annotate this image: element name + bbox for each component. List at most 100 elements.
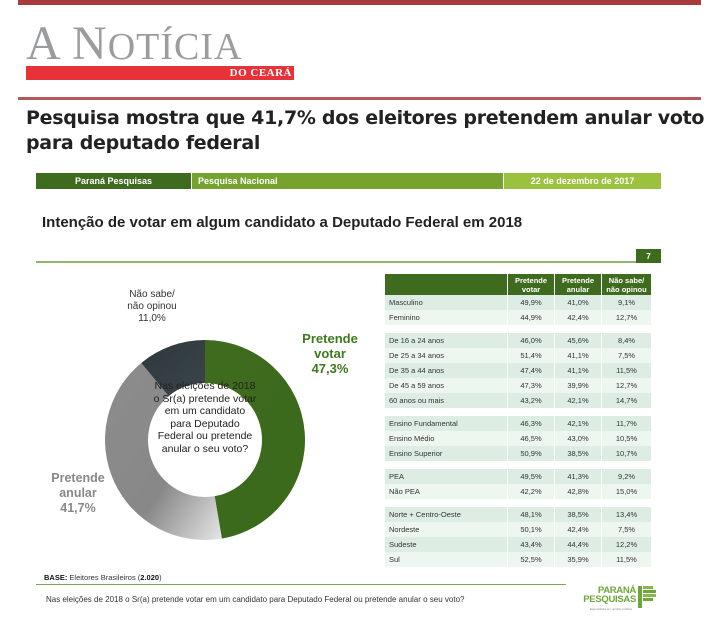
cell-votar: 46,5% <box>507 431 554 446</box>
pp-logo-text: PARANÁ PESQUISAS <box>582 585 636 605</box>
table-header-votar: Pretende votar <box>507 274 554 295</box>
label-nao-sabe-value: 11,0% <box>138 313 166 324</box>
label-votar-line1: Pretende <box>302 331 358 346</box>
cell-votar: 47,3% <box>507 378 554 393</box>
article-headline: Pesquisa mostra que 41,7% dos eleitores … <box>26 107 705 154</box>
cell-anular: 35,9% <box>554 552 601 567</box>
base-label: BASE: <box>44 573 68 582</box>
spacer-cell <box>385 461 651 469</box>
logo-red-bar <box>26 66 294 80</box>
table-group-spacer <box>385 499 651 507</box>
cell-anular: 42,4% <box>554 310 601 325</box>
donut-center-question: Nas eleições de 2018 o Sr(a) pretende vo… <box>153 380 257 455</box>
row-label: De 35 a 44 anos <box>385 363 507 378</box>
cell-nao-sabe: 14,7% <box>601 393 651 408</box>
cell-votar: 42,2% <box>507 484 554 499</box>
table-header-anular: Pretende anular <box>554 274 601 295</box>
logo-title: A NOTÍCIA <box>26 17 243 70</box>
base-text: Eleitores Brasileiros ( <box>67 573 141 582</box>
cell-anular: 41,0% <box>554 295 601 310</box>
crosstab-table: Pretende votar Pretende anular Não sabe/… <box>385 274 651 567</box>
table-group-spacer <box>385 461 651 469</box>
cell-votar: 43,4% <box>507 537 554 552</box>
logo-subtitle: do Ceará <box>229 67 292 79</box>
slide-page-number: 7 <box>636 249 661 263</box>
cell-nao-sabe: 11,7% <box>601 416 651 431</box>
base-close: ) <box>159 573 162 582</box>
table-row: Ensino Superior 50,9% 38,5% 10,7% <box>385 446 651 461</box>
cell-votar: 44,9% <box>507 310 554 325</box>
row-label: De 45 a 59 anos <box>385 378 507 393</box>
table-row: Feminino 44,9% 42,4% 12,7% <box>385 310 651 325</box>
row-label: Ensino Superior <box>385 446 507 461</box>
label-pretende-votar: Pretende votar 47,3% <box>290 331 370 376</box>
cell-anular: 43,0% <box>554 431 601 446</box>
row-label: Ensino Fundamental <box>385 416 507 431</box>
survey-slide: Paraná Pesquisas Pesquisa Nacional 22 de… <box>0 165 721 630</box>
cell-votar: 50,1% <box>507 522 554 537</box>
pp-logo-line1: PARANÁ <box>597 585 636 596</box>
slice-pretende-votar <box>205 340 305 539</box>
pp-logo-line2: PESQUISAS <box>583 594 636 605</box>
table-row: De 45 a 59 anos 47,3% 39,9% 12,7% <box>385 378 651 393</box>
table-row: Sudeste 43,4% 44,4% 12,2% <box>385 537 651 552</box>
band-date: 22 de dezembro de 2017 <box>503 173 661 189</box>
row-label: Sudeste <box>385 537 507 552</box>
label-anular-line2: anular <box>59 486 97 500</box>
cell-anular: 42,1% <box>554 393 601 408</box>
cell-anular: 44,4% <box>554 537 601 552</box>
cell-anular: 39,9% <box>554 378 601 393</box>
slice-pretende-anular <box>105 362 222 540</box>
cell-nao-sabe: 10,7% <box>601 446 651 461</box>
title-divider <box>36 261 636 263</box>
table-row: PEA 49,5% 41,3% 9,2% <box>385 469 651 484</box>
table-row: Ensino Médio 46,5% 43,0% 10,5% <box>385 431 651 446</box>
cell-anular: 41,1% <box>554 363 601 378</box>
footer-question: Nas eleições de 2018 o Sr(a) pretende vo… <box>46 595 465 604</box>
table-row: De 16 a 24 anos 46,0% 45,6% 8,4% <box>385 333 651 348</box>
table-group-spacer <box>385 408 651 416</box>
row-label: Feminino <box>385 310 507 325</box>
cell-anular: 41,3% <box>554 469 601 484</box>
band-org: Paraná Pesquisas <box>36 173 191 189</box>
cell-votar: 49,9% <box>507 295 554 310</box>
table-header-segment <box>385 274 507 295</box>
slide-title: Intenção de votar em algum candidato a D… <box>42 214 523 231</box>
cell-anular: 42,1% <box>554 416 601 431</box>
table-row: Norte + Centro-Oeste 48,1% 38,5% 13,4% <box>385 507 651 522</box>
pp-logo-tagline: Especialista em opinião pública <box>590 607 632 611</box>
table-row: Ensino Fundamental 46,3% 42,1% 11,7% <box>385 416 651 431</box>
slide-header-band: Paraná Pesquisas Pesquisa Nacional 22 de… <box>36 173 661 189</box>
table-header-row: Pretende votar Pretende anular Não sabe/… <box>385 274 651 295</box>
cell-nao-sabe: 10,5% <box>601 431 651 446</box>
cell-anular: 45,6% <box>554 333 601 348</box>
cell-anular: 38,5% <box>554 446 601 461</box>
table-row: Não PEA 42,2% 42,8% 15,0% <box>385 484 651 499</box>
spacer-cell <box>385 325 651 333</box>
cell-votar: 47,4% <box>507 363 554 378</box>
label-anular-value: 41,7% <box>60 501 96 515</box>
cell-nao-sabe: 12,7% <box>601 378 651 393</box>
cell-votar: 49,5% <box>507 469 554 484</box>
cell-nao-sabe: 13,4% <box>601 507 651 522</box>
cell-nao-sabe: 12,2% <box>601 537 651 552</box>
cell-anular: 38,5% <box>554 507 601 522</box>
label-votar-line2: votar <box>314 346 346 361</box>
row-label: Não PEA <box>385 484 507 499</box>
cell-nao-sabe: 7,5% <box>601 348 651 363</box>
base-n: 2.020 <box>140 573 160 582</box>
row-label: Ensino Médio <box>385 431 507 446</box>
cell-nao-sabe: 12,7% <box>601 310 651 325</box>
cell-nao-sabe: 11,5% <box>601 552 651 567</box>
row-label: Nordeste <box>385 522 507 537</box>
cell-nao-sabe: 11,5% <box>601 363 651 378</box>
spacer-cell <box>385 408 651 416</box>
donut-svg <box>105 340 305 540</box>
cell-nao-sabe: 8,4% <box>601 333 651 348</box>
donut-chart: Nas eleições de 2018 o Sr(a) pretende vo… <box>90 325 320 555</box>
row-label: Masculino <box>385 295 507 310</box>
pp-logo-mark-icon <box>638 586 656 608</box>
site-logo[interactable]: A NOTÍCIA do Ceará <box>26 20 296 84</box>
top-rule <box>18 0 701 5</box>
table-row: 60 anos ou mais 43,2% 42,1% 14,7% <box>385 393 651 408</box>
